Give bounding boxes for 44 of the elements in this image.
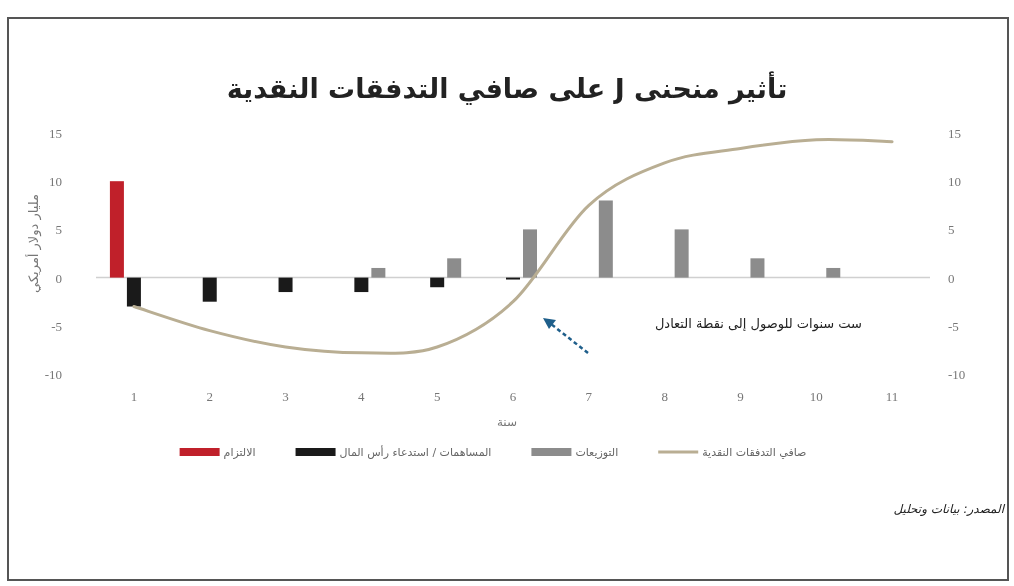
y-tick-label: 10	[49, 174, 62, 190]
legend-label: المساهمات / استدعاء رأس المال	[339, 445, 492, 459]
bar	[674, 229, 689, 278]
y2-tick-label: 10	[948, 174, 961, 190]
bar	[354, 277, 369, 293]
y2-tick-label: 5	[948, 222, 955, 238]
x-tick-label: 6	[509, 389, 517, 404]
y2-tick-label: -10	[948, 367, 966, 382]
text: المصدر: بيانات وتحليل	[893, 502, 1006, 516]
bar	[447, 258, 462, 278]
annotation: ست سنوات للوصول إلى نقطة التعادل	[654, 316, 862, 332]
bar	[202, 277, 217, 302]
x-tick-label: 9	[737, 389, 744, 404]
y-tick-label: -10	[44, 367, 62, 382]
y-axis-title: مليار دولار أمريكي	[25, 194, 42, 293]
x-tick-label: 7	[585, 389, 593, 404]
legend-label: التوزيعات	[575, 446, 619, 459]
bar	[523, 229, 537, 278]
x-tick-label: 11	[885, 389, 899, 404]
x-tick-label: 5	[433, 389, 441, 404]
x-tick-label: 10	[809, 389, 823, 404]
bar	[278, 277, 293, 293]
y2-tick-label: -5	[948, 318, 959, 334]
x-tick-label: 2	[206, 389, 213, 404]
x-tick-label: 3	[282, 389, 289, 404]
bar	[750, 258, 765, 278]
bar	[826, 267, 841, 278]
y-tick-label: -5	[51, 318, 62, 334]
y2-tick-label: 15	[948, 126, 961, 141]
y2-tick-label: 0	[948, 270, 955, 286]
y-tick-label: 0	[55, 270, 62, 286]
legend-label: صافي التدفقات النقدية	[702, 446, 807, 459]
x-tick-label: 8	[661, 389, 668, 404]
x-tick-label: 4	[358, 389, 366, 404]
bar	[430, 277, 445, 288]
bar	[371, 267, 386, 278]
bar	[598, 200, 613, 278]
x-tick-label: 1	[130, 389, 138, 404]
y-tick-label: 5	[55, 222, 62, 238]
legend-label: الالتزام	[223, 446, 256, 459]
y-tick-label: 15	[49, 126, 62, 141]
chart-title: تأثير منحنى J على صافي التدفقات النقدية	[226, 71, 788, 105]
x-axis-title: سنة	[496, 415, 518, 429]
bar	[126, 277, 141, 307]
